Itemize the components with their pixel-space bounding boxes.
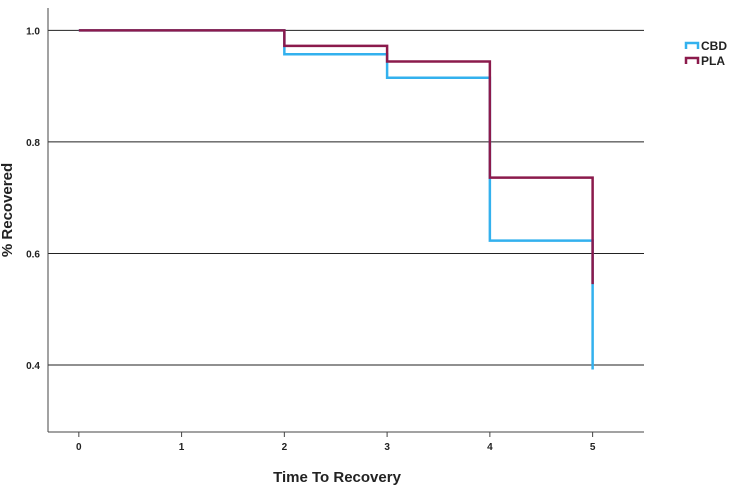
series-line-cbd [78, 29, 594, 370]
grid-lines [48, 29, 644, 366]
series-lines [78, 29, 594, 370]
x-tick-label: 5 [590, 442, 596, 453]
x-axis-title: Time To Recovery [273, 469, 401, 486]
legend-swatch-pla [684, 56, 700, 64]
x-tick-label: 0 [76, 442, 82, 453]
y-tick-label: 0.4 [26, 361, 40, 372]
x-tick-label: 3 [384, 442, 390, 453]
axes [47, 8, 644, 433]
legend-label-cbd: CBD [701, 39, 727, 53]
x-tick-label: 4 [487, 442, 493, 453]
y-tick-label: 0.6 [26, 249, 40, 260]
legend-label-pla: PLA [701, 54, 725, 68]
x-tick-label: 1 [179, 442, 185, 453]
legend-swatch-cbd [684, 41, 700, 49]
y-axis-title: % Recovered [0, 163, 16, 257]
series-line-pla [78, 29, 594, 285]
y-tick-label: 0.8 [26, 138, 40, 149]
x-tick-label: 2 [282, 442, 288, 453]
tick-labels: 0.4 0.6 0.8 1.0 0 1 2 3 4 5 [26, 26, 596, 453]
y-tick-label: 1.0 [26, 26, 40, 37]
